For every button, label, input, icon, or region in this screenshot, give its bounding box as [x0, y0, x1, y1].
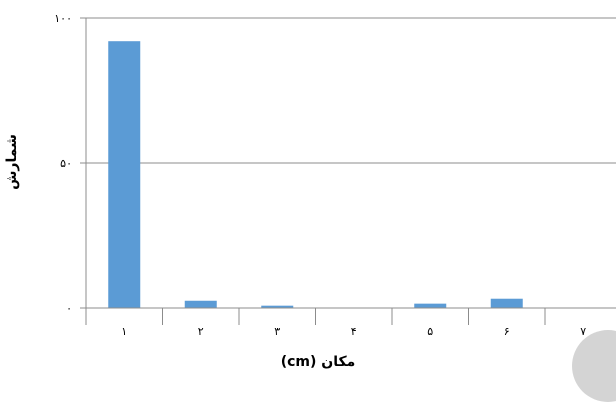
bar-3: [261, 305, 294, 308]
bars: [108, 41, 523, 308]
bar-chart: ۰ ۵۰ ۱۰۰ ۱ ۲ ۳ ۴ ۵ ۶ ۷ مکان (cm) شمارش: [4, 12, 616, 370]
x-tick-label-5: ۵: [427, 325, 433, 338]
y-tick-label-0: ۰: [66, 302, 72, 315]
x-tick-label-1: ۱: [121, 325, 127, 338]
y-tick-label-100: ۱۰۰: [54, 12, 72, 25]
x-tick-label-6: ۶: [504, 325, 510, 338]
x-tick-label-3: ۳: [274, 325, 280, 338]
bar-2: [184, 300, 217, 308]
x-tick-label-7: ۷: [580, 325, 586, 338]
gridlines: [86, 17, 616, 164]
y-axis-title: شمارش: [4, 134, 20, 190]
y-tick-label-50: ۵۰: [60, 157, 72, 170]
axes: [80, 17, 616, 325]
tick-labels: ۰ ۵۰ ۱۰۰ ۱ ۲ ۳ ۴ ۵ ۶ ۷: [54, 12, 586, 338]
x-tick-label-2: ۲: [198, 325, 204, 338]
bar-6: [490, 298, 523, 308]
bar-1: [108, 41, 141, 308]
x-axis-title: مکان (cm): [281, 354, 356, 370]
bar-5: [414, 303, 447, 308]
x-tick-label-4: ۴: [351, 325, 357, 338]
